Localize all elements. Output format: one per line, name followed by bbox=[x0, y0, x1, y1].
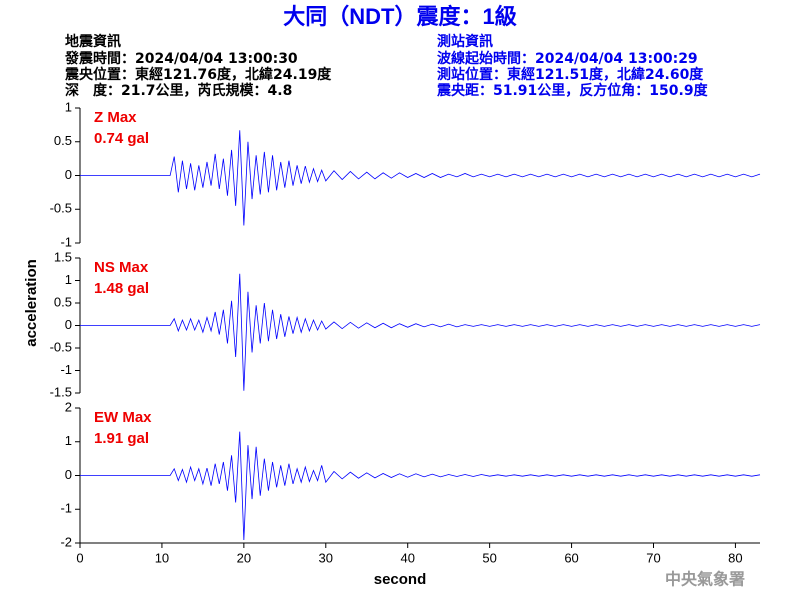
y-tick-label: -1 bbox=[60, 501, 72, 516]
y-tick-label: 1 bbox=[65, 272, 72, 287]
x-tick-label: 50 bbox=[482, 550, 496, 565]
y-tick-label: 0 bbox=[65, 167, 72, 182]
y-tick-label: 1 bbox=[65, 99, 72, 114]
y-tick-label: -2 bbox=[60, 534, 72, 549]
y-tick-label: 1.5 bbox=[54, 249, 72, 264]
title: 大同（NDT）震度：1級 bbox=[283, 4, 516, 29]
station-line: 波線起始時間：2024/04/04 13:00:29 bbox=[437, 50, 698, 67]
x-tick-label: 0 bbox=[76, 550, 83, 565]
x-tick-label: 70 bbox=[646, 550, 660, 565]
x-tick-label: 80 bbox=[728, 550, 742, 565]
waveform bbox=[80, 273, 761, 391]
event-line: 震央位置：東經121.76度，北緯24.19度 bbox=[64, 66, 332, 83]
y-tick-label: 0 bbox=[65, 467, 72, 482]
y-tick-label: -1 bbox=[60, 234, 72, 249]
event-heading: 地震資訊 bbox=[65, 33, 121, 50]
annotation: EW Max bbox=[94, 409, 152, 426]
x-tick-label: 10 bbox=[155, 550, 169, 565]
event-line: 深 度：21.7公里，芮氏規模：4.8 bbox=[65, 82, 292, 99]
y-tick-label: 0.5 bbox=[54, 133, 72, 148]
y-tick-label: 2 bbox=[65, 399, 72, 414]
annotation: 1.91 gal bbox=[94, 430, 149, 447]
x-tick-label: 40 bbox=[400, 550, 414, 565]
x-tick-label: 30 bbox=[319, 550, 333, 565]
annotation: 0.74 gal bbox=[94, 130, 149, 147]
y-tick-label: 0.5 bbox=[54, 294, 72, 309]
x-tick-label: 60 bbox=[564, 550, 578, 565]
annotation: 1.48 gal bbox=[94, 280, 149, 297]
annotation: NS Max bbox=[94, 259, 149, 276]
annotation: Z Max bbox=[94, 109, 137, 126]
station-heading: 測站資訊 bbox=[437, 33, 493, 50]
y-tick-label: 0 bbox=[65, 317, 72, 332]
y-axis-label: acceleration bbox=[23, 259, 40, 347]
y-tick-label: -0.5 bbox=[50, 339, 72, 354]
x-tick-label: 20 bbox=[237, 550, 251, 565]
station-line: 震央距：51.91公里，反方位角：150.9度 bbox=[436, 82, 709, 99]
waveform bbox=[80, 431, 761, 540]
y-tick-label: -1.5 bbox=[50, 384, 72, 399]
footer: 中央氣象署 bbox=[665, 570, 745, 589]
y-tick-label: 1 bbox=[65, 433, 72, 448]
x-axis-label: second bbox=[374, 571, 427, 588]
waveform bbox=[80, 130, 761, 226]
station-line: 測站位置：東經121.51度，北緯24.60度 bbox=[437, 66, 704, 83]
y-tick-label: -1 bbox=[60, 362, 72, 377]
event-line: 發震時間：2024/04/04 13:00:30 bbox=[64, 50, 298, 67]
y-tick-label: -0.5 bbox=[50, 201, 72, 216]
